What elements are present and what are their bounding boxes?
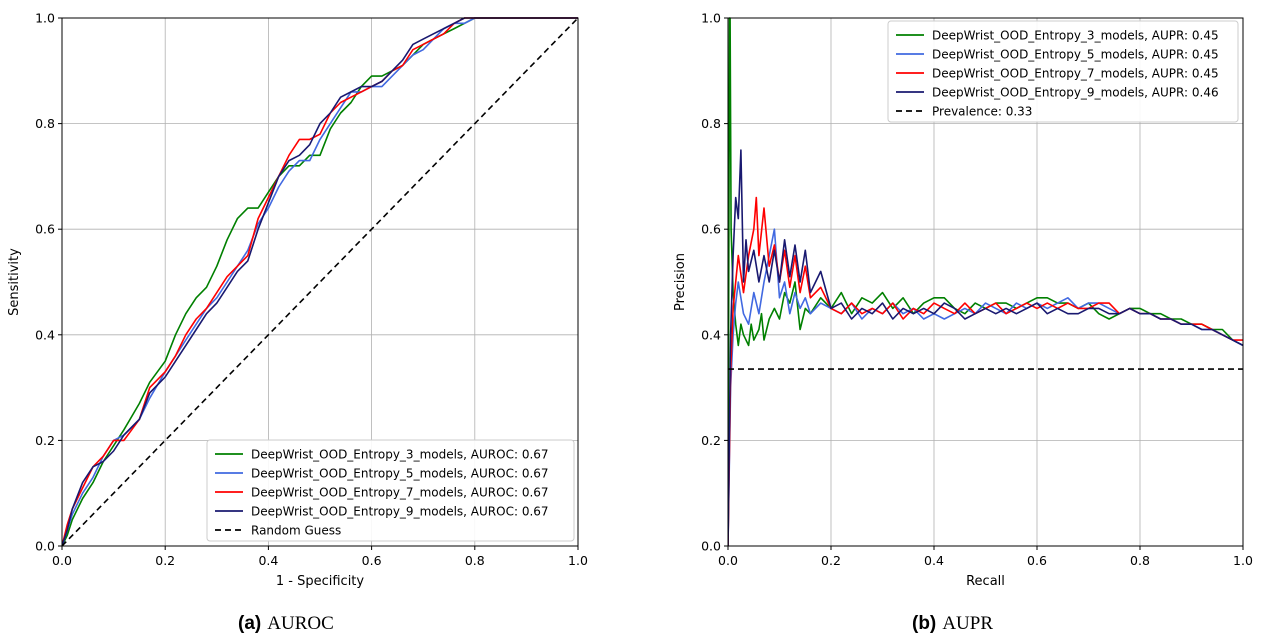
y-axis-label: Precision xyxy=(673,253,688,311)
axes-frame xyxy=(61,17,579,547)
x-tick-label: 0.2 xyxy=(155,553,175,568)
x-axis-label: Recall xyxy=(966,574,1005,589)
x-tick-label: 0.6 xyxy=(1027,553,1047,568)
series-line-deepwrist-ood-entropy-9-models-auroc-0-67 xyxy=(62,17,578,547)
caption-a-text: AUROC xyxy=(267,613,334,634)
x-axis-label: 1 - Specificity xyxy=(276,574,365,589)
caption-b: (b) AUPR xyxy=(912,612,993,635)
legend-label: DeepWrist_OOD_Entropy_7_models, AUROC: 0… xyxy=(251,486,549,500)
y-tick-label: 1.0 xyxy=(35,11,55,26)
y-tick-label: 0.8 xyxy=(701,116,721,131)
y-tick-label: 0.2 xyxy=(35,433,55,448)
legend-label: DeepWrist_OOD_Entropy_5_models, AUROC: 0… xyxy=(251,467,549,481)
caption-b-text: AUPR xyxy=(942,613,993,634)
y-tick-label: 0.2 xyxy=(701,433,721,448)
x-tick-label: 0.0 xyxy=(718,553,738,568)
caption-a-tag: (a) xyxy=(238,613,262,634)
series-line-random-guess xyxy=(62,17,578,547)
x-tick-label: 0.0 xyxy=(52,553,72,568)
y-tick-label: 1.0 xyxy=(701,11,721,26)
y-tick-label: 0.0 xyxy=(701,539,721,554)
auroc-chart: 0.0 0.2 0.4 0.6 0.8 1.0 0.0 0.2 0.4 0.6 0.8 1.0 1 - … xyxy=(7,11,588,590)
caption-a: (a) AUROC xyxy=(238,612,334,635)
legend-label: DeepWrist_OOD_Entropy_3_models, AUPR: 0.… xyxy=(932,29,1219,43)
x-tick-label: 0.4 xyxy=(924,553,944,568)
x-tick-label: 0.8 xyxy=(1130,553,1150,568)
aupr-chart: 0.0 0.2 0.4 0.6 0.8 1.0 0.0 0.2 0.4 0.6 0.8 1.0 Reca… xyxy=(673,11,1253,590)
x-tick-label: 1.0 xyxy=(568,553,588,568)
y-tick-label: 0.4 xyxy=(35,327,55,342)
series-line-deepwrist-ood-entropy-9-models-aupr-0-46 xyxy=(728,149,1243,547)
legend-label: DeepWrist_OOD_Entropy_9_models, AUROC: 0… xyxy=(251,505,549,519)
x-tick-label: 1.0 xyxy=(1233,553,1253,568)
legend-label: DeepWrist_OOD_Entropy_7_models, AUPR: 0.… xyxy=(932,67,1219,81)
x-tick-label: 0.6 xyxy=(362,553,382,568)
y-tick-label: 0.4 xyxy=(701,327,721,342)
series-line-deepwrist-ood-entropy-5-models-aupr-0-45 xyxy=(728,228,1243,547)
x-tick-label: 0.2 xyxy=(821,553,841,568)
legend-label: DeepWrist_OOD_Entropy_9_models, AUPR: 0.… xyxy=(932,86,1219,100)
caption-b-tag: (b) xyxy=(912,613,937,634)
legend-box xyxy=(887,20,1239,123)
x-tick-label: 0.4 xyxy=(258,553,278,568)
y-tick-label: 0.6 xyxy=(35,222,55,237)
y-tick-label: 0.8 xyxy=(35,116,55,131)
legend-label: DeepWrist_OOD_Entropy_3_models, AUROC: 0… xyxy=(251,448,549,462)
legend-box xyxy=(206,439,575,542)
x-tick-label: 0.8 xyxy=(465,553,485,568)
axes-frame xyxy=(727,17,1244,547)
legend-label: Random Guess xyxy=(251,524,341,538)
legend-label: DeepWrist_OOD_Entropy_5_models, AUPR: 0.… xyxy=(932,48,1219,62)
y-tick-label: 0.6 xyxy=(701,222,721,237)
y-axis-label: Sensitivity xyxy=(7,248,22,316)
legend-label: Prevalence: 0.33 xyxy=(932,105,1032,119)
y-tick-label: 0.0 xyxy=(35,539,55,554)
